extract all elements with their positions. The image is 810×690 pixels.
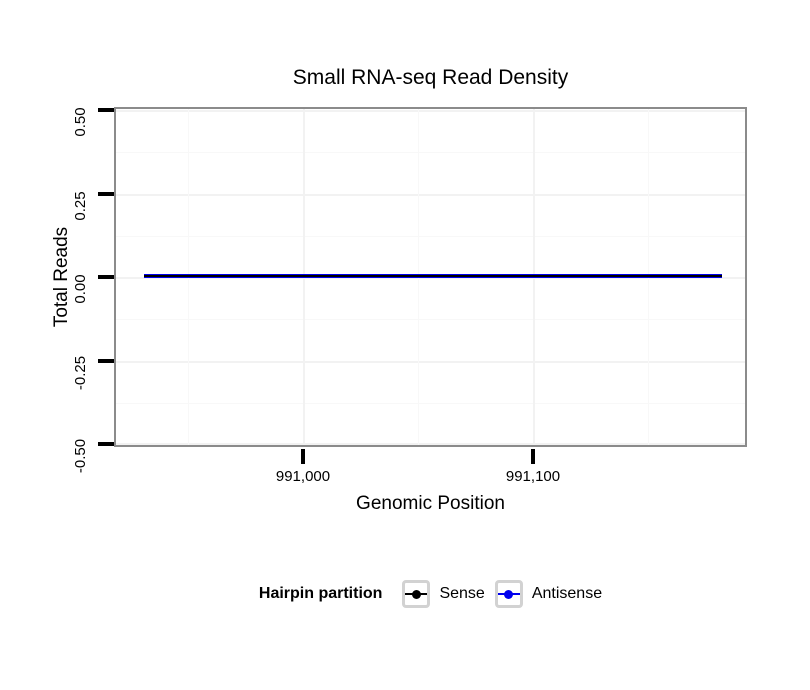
legend-title: Hairpin partition xyxy=(258,585,383,602)
gridline-minor-h xyxy=(116,236,745,237)
y-tick-label: 0.50 xyxy=(72,107,89,137)
chart-title: Small RNA-seq Read Density xyxy=(292,66,569,89)
gridline-major-h xyxy=(116,277,745,279)
y-tick-mark xyxy=(98,359,114,363)
legend: Hairpin partition Sense Antisense xyxy=(114,577,747,611)
y-tick-label: -0.25 xyxy=(72,355,89,391)
y-tick-mark xyxy=(98,442,114,446)
gridline-minor-h xyxy=(116,152,745,153)
sense-point-icon xyxy=(411,589,421,599)
y-tick-label: -0.50 xyxy=(72,438,89,474)
plot-panel xyxy=(114,107,747,447)
legend-entry-antisense: Antisense xyxy=(494,580,603,608)
legend-label-sense: Sense xyxy=(439,585,485,602)
legend-label-antisense: Antisense xyxy=(531,585,603,602)
gridline-minor-h xyxy=(116,403,745,404)
sense-series-line xyxy=(144,275,722,277)
legend-entry-sense: Sense xyxy=(402,580,485,608)
y-tick-mark xyxy=(98,108,114,112)
gridline-major-h xyxy=(116,194,745,196)
sense-legend-key-icon xyxy=(402,580,431,608)
x-tick-mark xyxy=(531,449,535,464)
antisense-legend-key-icon xyxy=(494,580,523,608)
antisense-point-icon xyxy=(504,589,514,599)
y-tick-label: 0.00 xyxy=(72,274,89,304)
gridline-major-h xyxy=(116,110,745,112)
gridline-major-h xyxy=(116,443,745,445)
y-tick-label: 0.25 xyxy=(72,191,89,221)
x-axis-title: Genomic Position xyxy=(356,493,505,514)
y-tick-mark xyxy=(98,275,114,279)
x-tick-label: 991,100 xyxy=(505,468,561,485)
gridline-major-h xyxy=(116,361,745,363)
gridline-minor-h xyxy=(116,319,745,320)
y-axis-title: Total Reads xyxy=(51,226,72,328)
plot-panel-inner xyxy=(116,109,745,445)
x-tick-mark xyxy=(301,449,305,464)
x-tick-label: 991,000 xyxy=(275,468,331,485)
y-tick-mark xyxy=(98,192,114,196)
